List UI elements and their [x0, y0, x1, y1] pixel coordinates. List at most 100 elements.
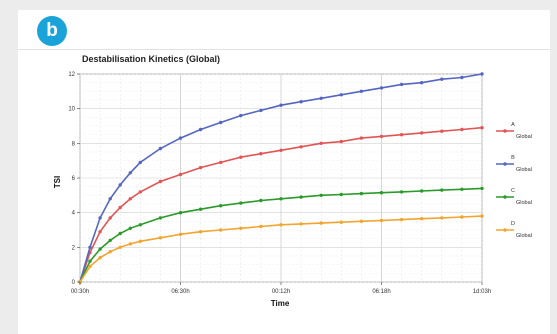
- data-point-b: [460, 75, 464, 80]
- data-point-c: [138, 223, 142, 227]
- data-point-a: [239, 155, 243, 159]
- data-point-d: [128, 242, 132, 246]
- series-line-a: [79, 126, 483, 283]
- data-point-a: [98, 230, 102, 234]
- series-line-d: [79, 215, 483, 283]
- data-point-b: [339, 93, 343, 97]
- data-point-b: [359, 89, 364, 94]
- data-point-d: [198, 230, 203, 234]
- data-point-b: [178, 136, 183, 140]
- data-point-a: [319, 141, 323, 145]
- data-point-d: [379, 218, 384, 223]
- y-tick-label: 2: [72, 245, 76, 251]
- legend-marker-c: [503, 195, 507, 199]
- data-point-c: [319, 193, 323, 197]
- data-point-c: [279, 197, 283, 201]
- data-point-a: [118, 205, 122, 210]
- data-point-c: [98, 247, 102, 251]
- data-point-b: [279, 103, 283, 107]
- data-point-a: [279, 148, 283, 152]
- y-tick-label: 12: [68, 72, 75, 78]
- y-tick-label: 10: [68, 107, 75, 113]
- legend-marker-d: [503, 228, 507, 232]
- data-point-a: [138, 190, 142, 194]
- data-point-d: [279, 223, 283, 227]
- data-point-b: [319, 96, 323, 101]
- data-point-b: [118, 183, 122, 187]
- data-point-a: [219, 160, 223, 165]
- data-point-a: [379, 134, 384, 139]
- data-point-a: [399, 133, 404, 137]
- legend-sublabel-b: Global: [516, 167, 532, 173]
- data-point-b: [108, 197, 112, 201]
- data-point-d: [88, 264, 92, 269]
- data-point-b: [158, 146, 163, 151]
- data-point-a: [178, 172, 183, 177]
- data-point-c: [339, 192, 343, 197]
- data-point-a: [480, 126, 484, 130]
- legend-sublabel-a: Global: [516, 134, 532, 140]
- data-point-c: [108, 238, 112, 243]
- x-tick-label: 00:30h: [71, 289, 89, 295]
- x-tick-label: 00:12h: [272, 289, 290, 295]
- y-tick-label: 4: [72, 211, 76, 217]
- data-point-a: [460, 127, 464, 132]
- data-point-c: [219, 204, 223, 208]
- panel-badge: b: [37, 16, 67, 46]
- y-tick-label: 6: [72, 176, 76, 182]
- data-point-d: [108, 250, 112, 254]
- data-point-a: [259, 152, 263, 156]
- data-point-c: [440, 188, 444, 192]
- data-point-d: [178, 232, 183, 236]
- data-point-d: [118, 245, 122, 249]
- data-point-b: [299, 100, 303, 104]
- y-tick-label: 8: [72, 141, 76, 147]
- data-point-d: [299, 222, 303, 226]
- data-point-c: [178, 211, 183, 215]
- data-point-d: [399, 217, 404, 222]
- data-point-d: [219, 228, 223, 232]
- data-point-a: [158, 179, 163, 184]
- data-point-d: [420, 217, 424, 221]
- data-point-c: [88, 259, 92, 263]
- data-point-c: [480, 186, 484, 191]
- legend-marker-b: [503, 162, 507, 166]
- data-point-b: [198, 127, 203, 132]
- data-point-c: [379, 191, 384, 195]
- data-point-d: [138, 239, 142, 243]
- data-point-c: [420, 189, 424, 193]
- data-point-b: [98, 216, 102, 220]
- data-point-c: [259, 198, 263, 203]
- data-point-a: [299, 145, 303, 149]
- data-point-a: [420, 131, 424, 135]
- data-point-d: [339, 220, 343, 224]
- legend-label-d: D: [511, 221, 515, 227]
- data-point-d: [440, 216, 444, 220]
- data-point-d: [480, 214, 484, 218]
- data-point-b: [219, 120, 223, 125]
- legend-sublabel-d: Global: [516, 233, 532, 239]
- y-tick-label: 0: [72, 280, 76, 286]
- data-point-c: [299, 195, 303, 199]
- data-point-a: [339, 139, 343, 144]
- data-point-b: [379, 86, 384, 90]
- series-line-b: [79, 73, 483, 283]
- x-tick-label: 06:18h: [372, 289, 390, 295]
- legend-sublabel-c: Global: [516, 200, 532, 206]
- data-point-d: [158, 236, 163, 240]
- data-point-c: [239, 201, 243, 205]
- legend-label-b: B: [511, 155, 515, 161]
- legend-label-a: A: [511, 122, 515, 128]
- data-point-b: [239, 113, 243, 118]
- data-point-a: [440, 129, 444, 133]
- y-axis-label: TSI: [53, 176, 62, 188]
- data-point-b: [399, 82, 404, 87]
- data-point-d: [98, 256, 102, 260]
- data-point-c: [399, 190, 404, 194]
- data-point-a: [128, 197, 132, 201]
- legend-label-c: C: [511, 188, 515, 194]
- data-point-b: [440, 77, 444, 81]
- data-point-d: [259, 224, 263, 229]
- chart-title: Destabilisation Kinetics (Global): [82, 54, 220, 64]
